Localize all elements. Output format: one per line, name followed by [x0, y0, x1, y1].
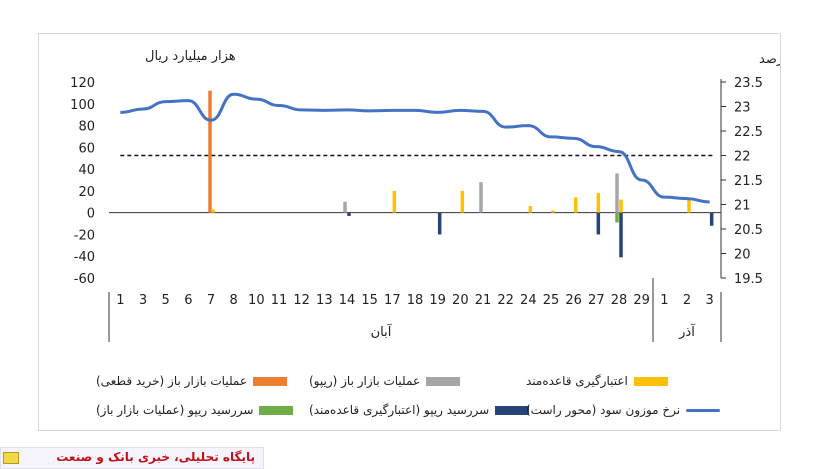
legend-swatch-yellow [633, 376, 668, 386]
legend-item-purchase: عملیات بازار باز (خرید قطعی) [96, 374, 288, 388]
x-tick-label: 22 [497, 293, 514, 308]
bar-2-25 [687, 199, 691, 213]
legend-swatch-green [259, 405, 294, 415]
bar-4-26 [709, 212, 714, 226]
x-tick-label: 13 [316, 293, 333, 308]
x-tick-label: 7 [207, 293, 215, 308]
bar-4-10 [347, 212, 351, 216]
x-tick-label: 1 [116, 293, 124, 308]
right-tick-label: 22 [734, 150, 751, 165]
x-axis-ticks: 1 3 5 6 7 8 10 11 12 13 14 15 17 18 19 20 21 22 24 25 26 27 28… [116, 293, 714, 308]
x-tick-label: 25 [543, 293, 560, 308]
bar-4-14 [437, 212, 442, 235]
left-axis-title: هزار میلیارد ریال [145, 49, 236, 64]
bar-2-20 [573, 197, 578, 213]
bar-2-21 [596, 193, 601, 213]
x-tick-label: 15 [361, 293, 378, 308]
bar-series [208, 90, 714, 258]
right-tick-label: 22.5 [734, 125, 763, 140]
legend-label: نرخ موزون سود (محور راست) [526, 403, 681, 417]
month-label: آبان [371, 323, 393, 340]
x-tick-label: 27 [588, 293, 605, 308]
x-tick-label: 10 [248, 293, 265, 308]
left-tick-label: 0 [87, 207, 95, 222]
legend-label: سررسید ریپو (عملیات بازار باز) [96, 403, 254, 417]
legend-swatch-orange [253, 376, 288, 386]
right-tick-label: 21 [734, 199, 751, 214]
month-label: آذر [678, 323, 696, 340]
bar-2-4 [211, 209, 215, 213]
legend-label: عملیات بازار باز (خرید قطعی) [96, 374, 248, 388]
legend-item-repo-maturity-sf: سررسید ریپو (اعتبارگیری قاعده‌مند) [309, 403, 530, 417]
interest-rate-line [120, 92, 710, 204]
x-tick-label: 20 [452, 293, 469, 308]
bar-2-19 [551, 210, 555, 213]
x-tick-label: 3 [706, 293, 714, 308]
x-tick-label: 1 [660, 293, 668, 308]
bar-2-18 [528, 206, 533, 213]
x-tick-label: 12 [293, 293, 310, 308]
x-tick-label: 11 [271, 293, 288, 308]
legend-swatch-navy [495, 405, 530, 415]
bar-4-21 [596, 212, 601, 235]
right-tick-label: 20.5 [734, 223, 763, 238]
bar-4-22 [619, 212, 623, 258]
left-tick-label: 120 [70, 76, 95, 91]
left-tick-label: 40 [78, 163, 95, 178]
legend-item-standing-facility: اعتبارگیری قاعده‌مند [526, 374, 668, 388]
right-tick-label: 23 [734, 101, 751, 116]
x-tick-label: 26 [565, 293, 582, 308]
bar-1-22 [615, 173, 619, 213]
x-tick-label: 24 [520, 293, 537, 308]
x-tick-label: 5 [162, 293, 170, 308]
x-tick-label: 3 [139, 293, 147, 308]
source-text: پایگاه تحلیلی، خبری بانک و صنعت [56, 450, 255, 464]
x-tick-label: 28 [611, 293, 628, 308]
month-labels: آبان آذر [371, 323, 697, 340]
left-tick-label: 100 [70, 98, 95, 113]
legend-item-interest-rate: نرخ موزون سود (محور راست) [526, 403, 721, 417]
bar-2-22 [619, 199, 623, 213]
source-banner: پایگاه تحلیلی، خبری بانک و صنعت [0, 447, 264, 469]
left-tick-label: 80 [78, 120, 95, 135]
right-tick-label: 21.5 [734, 174, 763, 189]
legend-item-repo: عملیات بازار باز (ریپو) [309, 374, 461, 388]
right-tick-label: 23.5 [734, 76, 763, 91]
left-tick-label: 20 [78, 185, 95, 200]
x-tick-label: 29 [633, 293, 650, 308]
combo-chart: هزار میلیارد ریال درصد 120100806040200-2… [70, 49, 780, 342]
legend-item-repo-maturity-omo: سررسید ریپو (عملیات بازار باز) [96, 403, 294, 417]
bar-1-16 [479, 182, 483, 213]
x-tick-label: 14 [339, 293, 356, 308]
left-tick-label: -60 [74, 272, 95, 287]
right-axis-title: درصد [759, 52, 780, 67]
right-tick-label: 20 [734, 248, 751, 263]
left-axis-ticks: 120 100 80 60 40 20 0 -20 -40 -60 [70, 76, 95, 287]
x-tick-label: 18 [407, 293, 424, 308]
line-series [120, 92, 710, 204]
x-tick-label: 6 [184, 293, 192, 308]
left-tick-label: -20 [74, 228, 95, 243]
chart-frame: هزار میلیارد ریال درصد 120100806040200-2… [38, 33, 781, 431]
right-axis-ticks: 23.5 23 22.5 22 21.5 21 20.5 20 19.5 [721, 76, 763, 287]
legend-swatch-gray [426, 376, 461, 386]
legend-label: سررسید ریپو (اعتبارگیری قاعده‌مند) [309, 403, 490, 417]
bar-3-22 [615, 212, 619, 223]
legend-label: اعتبارگیری قاعده‌مند [526, 374, 628, 388]
x-tick-label: 19 [429, 293, 446, 308]
x-tick-label: 17 [384, 293, 401, 308]
legend-label: عملیات بازار باز (ریپو) [309, 374, 421, 388]
bar-1-10 [343, 201, 347, 213]
left-tick-label: -40 [74, 250, 95, 265]
bar-2-12 [392, 190, 397, 213]
flag-icon [3, 452, 19, 464]
x-tick-label: 8 [230, 293, 238, 308]
right-tick-label: 19.5 [734, 272, 763, 287]
x-tick-label: 21 [475, 293, 492, 308]
legend-swatch-blue-line [686, 408, 721, 412]
bar-2-15 [460, 190, 465, 213]
left-tick-label: 60 [78, 141, 95, 156]
x-tick-label: 2 [683, 293, 691, 308]
bar-0-4 [208, 90, 212, 213]
